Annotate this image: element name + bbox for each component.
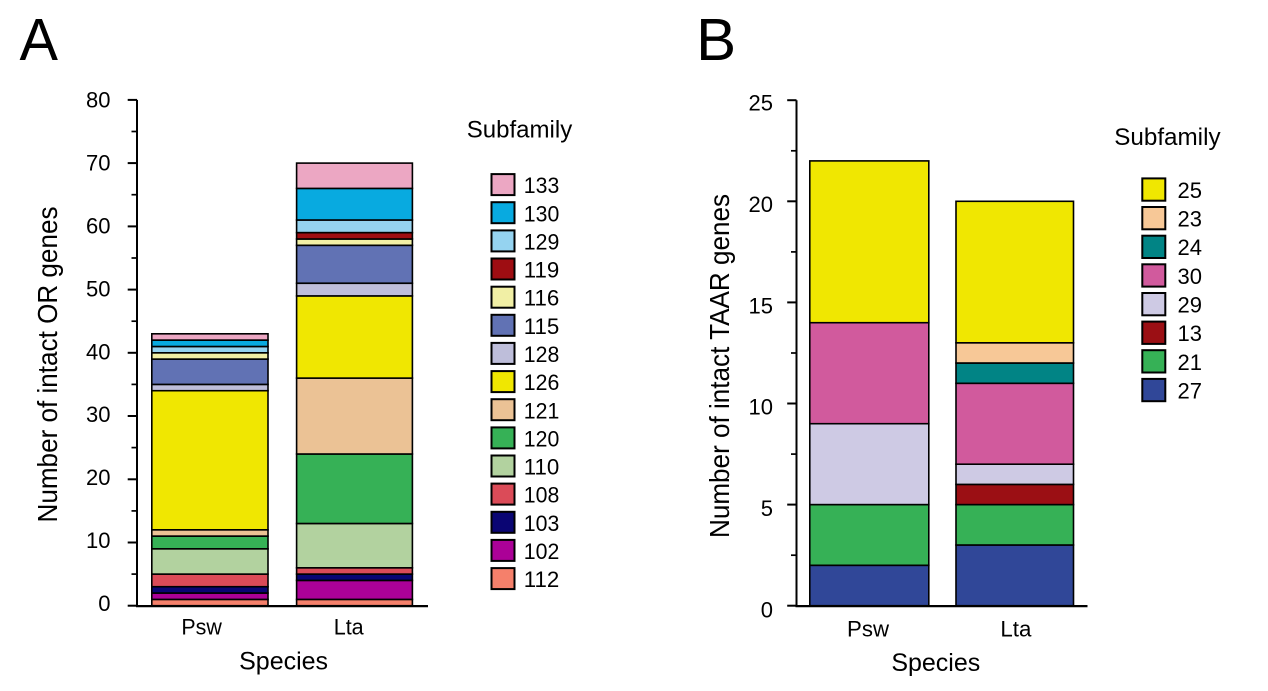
svg-text:21: 21 <box>1178 350 1202 375</box>
svg-text:13: 13 <box>1178 321 1202 346</box>
svg-text:29: 29 <box>1178 293 1202 318</box>
svg-text:102: 102 <box>524 539 560 564</box>
svg-text:25: 25 <box>749 90 773 115</box>
svg-text:B: B <box>696 7 736 73</box>
svg-text:108: 108 <box>524 483 560 508</box>
svg-text:23: 23 <box>1178 207 1202 232</box>
svg-text:15: 15 <box>749 293 773 318</box>
svg-text:121: 121 <box>524 398 560 423</box>
svg-text:115: 115 <box>524 314 560 339</box>
svg-text:110: 110 <box>524 455 560 480</box>
svg-text:10: 10 <box>749 395 773 420</box>
svg-text:Lta: Lta <box>334 615 364 640</box>
svg-text:116: 116 <box>524 286 560 311</box>
svg-text:128: 128 <box>524 342 560 367</box>
svg-text:30: 30 <box>1178 264 1202 289</box>
svg-text:130: 130 <box>524 201 560 226</box>
svg-text:103: 103 <box>524 511 560 536</box>
svg-text:Number of intact OR genes: Number of intact OR genes <box>32 207 63 523</box>
svg-text:25: 25 <box>1178 178 1202 203</box>
svg-text:Species: Species <box>239 647 328 675</box>
svg-text:30: 30 <box>86 402 110 427</box>
svg-text:27: 27 <box>1178 378 1202 403</box>
svg-text:Lta: Lta <box>1000 616 1031 641</box>
svg-text:Subfamily: Subfamily <box>1114 124 1220 151</box>
svg-text:133: 133 <box>524 173 560 198</box>
svg-text:5: 5 <box>761 496 773 521</box>
svg-text:24: 24 <box>1178 235 1202 260</box>
svg-text:Subfamily: Subfamily <box>467 117 573 144</box>
svg-text:60: 60 <box>86 213 110 238</box>
svg-text:10: 10 <box>86 528 110 553</box>
svg-text:112: 112 <box>524 567 560 592</box>
svg-text:40: 40 <box>86 339 110 364</box>
svg-text:126: 126 <box>524 370 560 395</box>
svg-text:Psw: Psw <box>181 615 222 640</box>
svg-text:50: 50 <box>86 276 110 301</box>
svg-text:Number of intact TAAR genes: Number of intact TAAR genes <box>704 194 735 538</box>
svg-text:0: 0 <box>98 591 110 616</box>
svg-text:129: 129 <box>524 229 560 254</box>
svg-text:120: 120 <box>524 426 560 451</box>
svg-text:Species: Species <box>891 649 980 677</box>
svg-text:20: 20 <box>86 465 110 490</box>
svg-text:20: 20 <box>749 192 773 217</box>
svg-text:A: A <box>20 7 59 73</box>
svg-text:70: 70 <box>86 150 110 175</box>
svg-text:0: 0 <box>761 598 773 623</box>
svg-text:Psw: Psw <box>847 616 890 641</box>
svg-text:80: 80 <box>86 88 110 113</box>
svg-text:119: 119 <box>524 258 560 283</box>
